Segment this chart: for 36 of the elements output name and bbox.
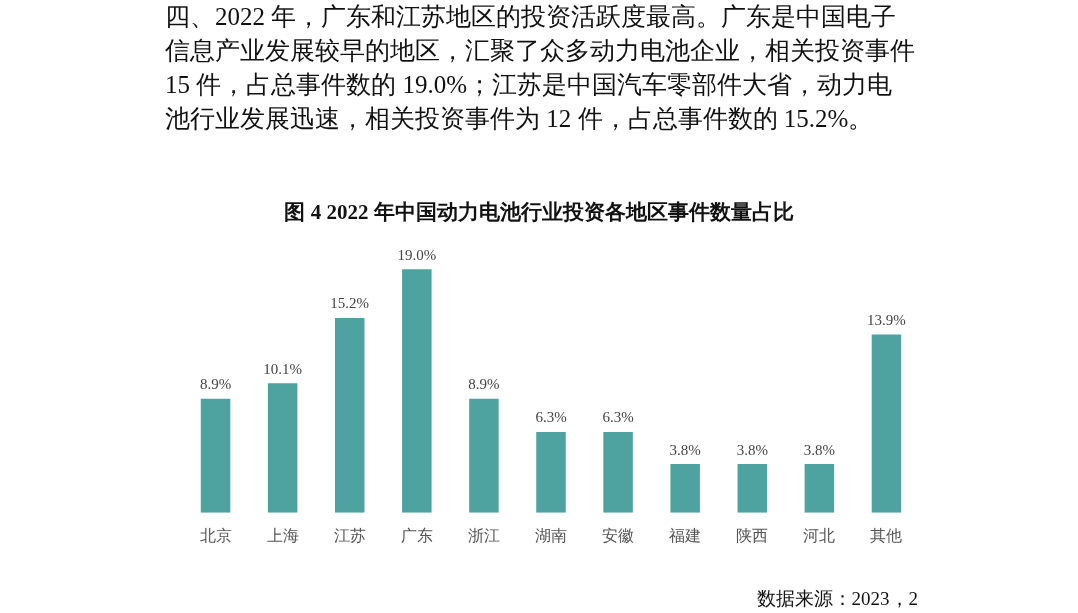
- x-tick-label: 陕西: [736, 526, 769, 544]
- data-label: 19.0%: [397, 246, 437, 263]
- x-tick-label: 福建: [669, 526, 702, 544]
- x-tick-label: 广东: [400, 526, 433, 544]
- x-tick-label: 北京: [199, 526, 232, 544]
- data-label: 6.3%: [602, 409, 634, 426]
- data-label: 13.9%: [867, 312, 906, 329]
- bar: [536, 432, 566, 513]
- data-label: 6.3%: [535, 409, 567, 426]
- bar: [469, 398, 499, 513]
- data-label: 15.2%: [330, 295, 370, 312]
- data-label: 8.9%: [199, 376, 232, 393]
- data-label: 8.9%: [468, 376, 500, 393]
- x-tick-label: 其他: [870, 526, 903, 544]
- data-label: 3.8%: [669, 441, 701, 458]
- source-note: 数据来源：2023，2: [756, 587, 918, 611]
- x-tick-label: 浙江: [467, 526, 500, 544]
- data-label: 3.8%: [803, 441, 835, 458]
- x-tick-label: 湖南: [535, 526, 567, 544]
- bar: [871, 334, 902, 513]
- x-tick-label: 河北: [803, 526, 836, 544]
- data-label: 3.8%: [736, 441, 768, 458]
- bar: [737, 464, 768, 513]
- bar: [334, 317, 365, 513]
- bar: [200, 398, 231, 513]
- bar: [804, 464, 835, 513]
- chart-title: 图 4 2022 年中国动力电池行业投资各地区事件数量占比: [283, 199, 795, 226]
- bar: [267, 383, 298, 513]
- bar: [603, 432, 633, 513]
- data-label: 10.1%: [263, 360, 303, 377]
- bar: [402, 269, 432, 513]
- x-tick-label: 江苏: [333, 526, 366, 544]
- text: 四、2022 年，广东和江苏地区的投资活跃度最高。广东是中国电子信息产业发展较早的地区，汇聚了众多动力电池企业，相关投资事件 15 件，占总事件数的 19.0%；江苏是中国汽车零部件大省，动力电池行业发展迅速，相关投资事件为 12 件，占总事件数的 15.2%。: [165, 2, 915, 134]
- bar: [670, 464, 700, 513]
- x-tick-label: 上海: [266, 526, 299, 544]
- x-tick-label: 安徽: [602, 526, 635, 544]
